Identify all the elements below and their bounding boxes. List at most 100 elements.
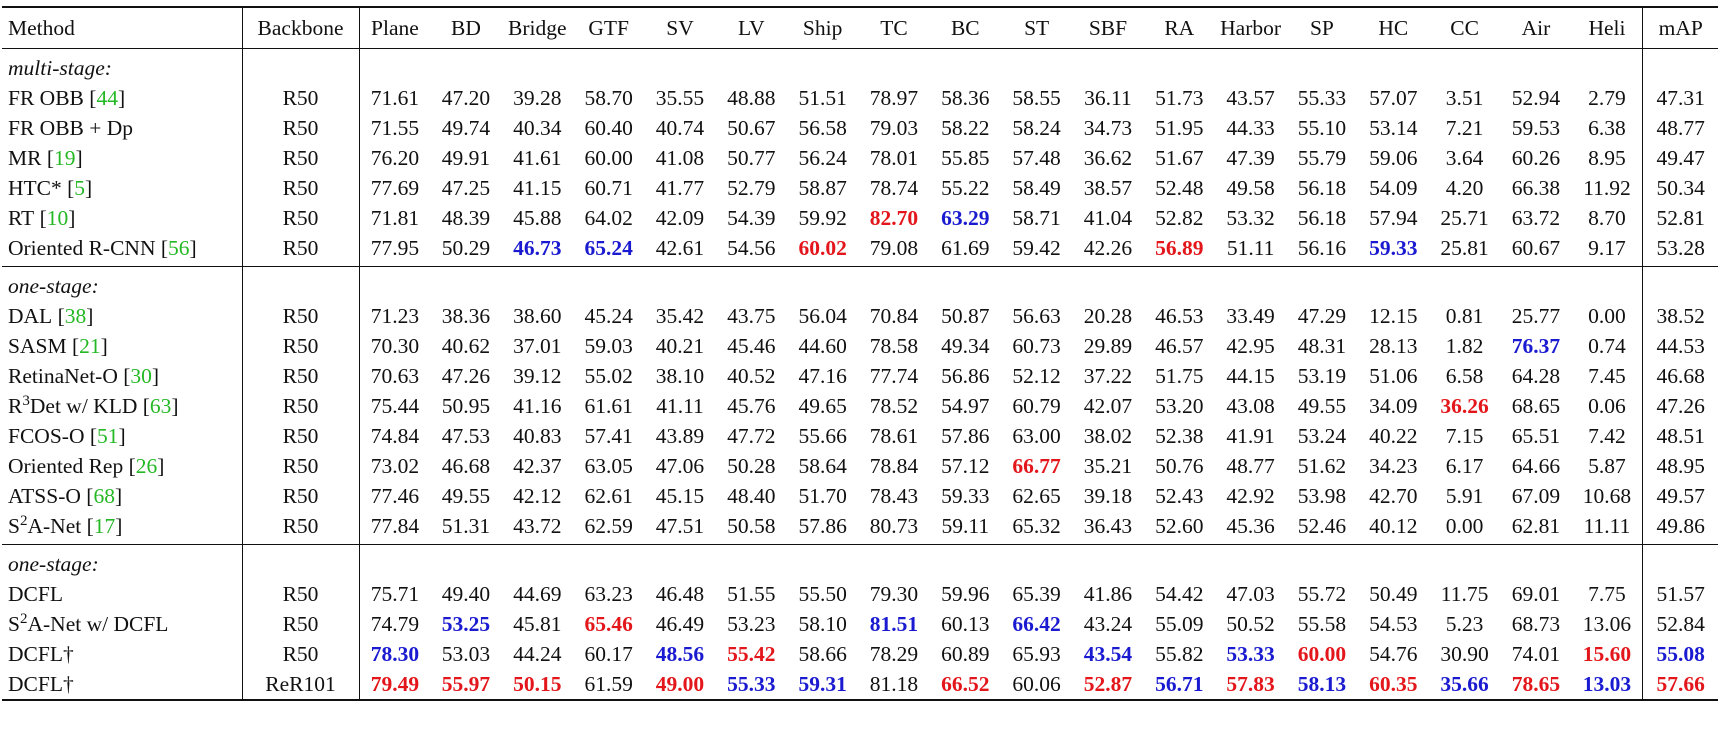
- score: 43.24: [1083, 611, 1133, 636]
- empty-cell: [1571, 266, 1644, 301]
- score: 51.62: [1297, 453, 1347, 478]
- score: 47.29: [1297, 303, 1347, 328]
- score: 79.03: [869, 115, 919, 140]
- score: 57.83: [1214, 669, 1287, 701]
- empty-cell: [858, 267, 929, 302]
- score: 54.53: [1369, 611, 1418, 636]
- score: 38.10: [655, 363, 705, 388]
- score: 59.33: [941, 483, 990, 508]
- score: 44.15: [1226, 363, 1275, 388]
- empty-cell: [1072, 267, 1143, 302]
- score: 47.31: [1656, 85, 1705, 110]
- empty-cell: [644, 49, 715, 84]
- score: 66.42: [1012, 611, 1061, 636]
- score: 44.33: [1226, 115, 1275, 140]
- score: 47.51: [644, 511, 716, 545]
- score: 77.95: [359, 233, 431, 267]
- empty-cell: [242, 544, 360, 579]
- score: 2.79: [1571, 83, 1644, 113]
- score: 7.75: [1571, 579, 1644, 609]
- score: 38.02: [1083, 423, 1133, 448]
- method-name-prefix: S: [8, 611, 20, 636]
- method-row: RT [10] R50 71.81 48.39 45.88 64.02 42.09 54.39 5…: [2, 203, 1718, 233]
- empty-cell: [1001, 267, 1072, 302]
- score: 45.88: [513, 205, 562, 230]
- score: 53.33: [1226, 641, 1275, 666]
- empty-cell: [1571, 544, 1644, 579]
- citation-number: 51: [97, 423, 119, 448]
- method-cell: S2A-Net w/ DCFL: [2, 609, 243, 639]
- method-name: DAL: [8, 303, 53, 328]
- score: 56.04: [798, 303, 847, 328]
- score: 51.95: [1155, 115, 1204, 140]
- score: 66.77: [1012, 453, 1061, 478]
- score: 51.06: [1369, 363, 1418, 388]
- citation-number: 63: [149, 393, 172, 418]
- score: 36.62: [1083, 145, 1133, 170]
- method-row: RetinaNet-O [30] R50 70.63 47.26 39.12 55.02 38…: [2, 361, 1718, 391]
- score: 41.86: [1083, 581, 1133, 606]
- empty-cell: [1144, 545, 1215, 580]
- score: 4.20: [1445, 175, 1484, 200]
- empty-cell: [787, 545, 858, 580]
- score: 50.52: [1226, 611, 1275, 636]
- score: 6.38: [1571, 113, 1644, 143]
- score: 59.53: [1511, 115, 1561, 140]
- score: 7.42: [1571, 421, 1644, 451]
- score: 33.49: [1226, 303, 1275, 328]
- method-name: A-Net: [27, 513, 82, 538]
- empty-cell: [1643, 49, 1718, 84]
- score: 60.40: [584, 115, 633, 140]
- score: 37.01: [513, 333, 562, 358]
- score: 78.74: [869, 175, 919, 200]
- score: 11.75: [1440, 581, 1489, 606]
- score: 55.50: [798, 581, 847, 606]
- score: 48.40: [727, 483, 776, 508]
- score: 36.26: [1440, 393, 1489, 418]
- method-row: Oriented R-CNN [56] R50 77.95 50.29 46.73 65.2…: [2, 233, 1718, 267]
- score: 50.34: [1656, 175, 1705, 200]
- score: 54.56: [715, 233, 787, 267]
- score: 25.81: [1428, 233, 1501, 267]
- empty-cell: [716, 49, 787, 84]
- score: 41.04: [1083, 205, 1133, 230]
- score: 60.35: [1357, 669, 1429, 701]
- score: 55.72: [1297, 581, 1347, 606]
- score: 55.85: [941, 145, 990, 170]
- backbone: R50: [242, 361, 360, 391]
- score: 55.79: [1297, 145, 1347, 170]
- column-header: BC: [929, 6, 1001, 49]
- score: 57.86: [941, 423, 990, 448]
- score: 42.95: [1226, 333, 1275, 358]
- empty-cell: [716, 267, 787, 302]
- score: 68.65: [1511, 393, 1561, 418]
- backbone: R50: [242, 301, 360, 331]
- empty-cell: [430, 49, 501, 84]
- score: 0.74: [1571, 331, 1644, 361]
- score: 41.15: [513, 175, 562, 200]
- empty-cell: [858, 49, 929, 84]
- score: 49.47: [1656, 145, 1705, 170]
- header-row: Method Backbone Plane BD Bridge GTF SV LV Ship TC…: [2, 6, 1718, 49]
- score: 1.82: [1445, 333, 1484, 358]
- score: 81.51: [869, 611, 919, 636]
- score: 47.53: [441, 423, 491, 448]
- score: 53.24: [1297, 423, 1347, 448]
- empty-cell: [502, 49, 573, 84]
- score: 61.61: [584, 393, 633, 418]
- score: 52.60: [1143, 511, 1215, 545]
- citation-number: 5: [74, 175, 86, 200]
- method-cell: DCFL†: [2, 639, 243, 669]
- method-cell: DCFL: [2, 579, 243, 609]
- citation: [38]: [57, 303, 94, 328]
- score: 77.84: [359, 511, 431, 545]
- method-cell: HTC* [5]: [2, 173, 243, 203]
- empty-cell: [644, 545, 715, 580]
- score: 78.61: [869, 423, 919, 448]
- method-name: Det w/ KLD: [29, 393, 138, 418]
- score: 47.26: [441, 363, 491, 388]
- score: 65.32: [1000, 511, 1073, 545]
- score: 55.22: [941, 175, 990, 200]
- score: 39.28: [513, 85, 562, 110]
- citation: [10]: [39, 205, 76, 230]
